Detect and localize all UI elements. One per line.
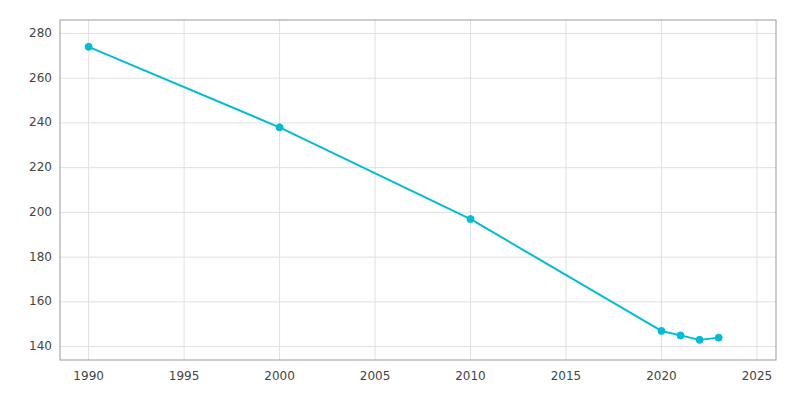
y-grid-line <box>60 78 776 79</box>
y-grid-line <box>60 212 776 213</box>
y-tick-label: 200 <box>29 205 52 219</box>
y-grid-line <box>60 257 776 258</box>
x-grid-line <box>565 20 566 360</box>
x-tick-label: 2025 <box>742 369 773 383</box>
point <box>658 327 665 334</box>
x-tick-label: 2010 <box>455 369 486 383</box>
x-grid-line <box>375 20 376 360</box>
x-grid-line <box>470 20 471 360</box>
x-tick-label: 1990 <box>73 369 104 383</box>
x-grid-line <box>184 20 185 360</box>
chart-svg: 140 160 180 200 220 240 260 280 1990 1995 2000 2005… <box>0 0 800 400</box>
grid <box>60 20 776 360</box>
x-tick-label: 2020 <box>646 369 677 383</box>
point <box>677 332 684 339</box>
y-tick-label: 280 <box>29 26 52 40</box>
y-grid-line <box>60 301 776 302</box>
point <box>85 43 92 50</box>
point <box>715 334 722 341</box>
tick-labels: 140 160 180 200 220 240 260 280 1990 1995 2000 2005… <box>29 26 772 383</box>
y-tick-label: 240 <box>29 115 52 129</box>
plot-frame <box>60 20 776 360</box>
y-grid-line <box>60 167 776 168</box>
point <box>696 336 703 343</box>
y-tick-label: 140 <box>29 339 52 353</box>
x-tick-label: 2000 <box>264 369 295 383</box>
x-tick-label: 2005 <box>360 369 391 383</box>
x-tick-label: 1995 <box>169 369 200 383</box>
y-tick-label: 160 <box>29 294 52 308</box>
x-grid-line <box>88 20 89 360</box>
chart-container: 140 160 180 200 220 240 260 280 1990 1995 2000 2005… <box>0 0 800 400</box>
x-tick-label: 2015 <box>551 369 582 383</box>
x-grid-line <box>661 20 662 360</box>
point <box>276 124 283 131</box>
y-tick-label: 260 <box>29 71 52 85</box>
y-grid-line <box>60 346 776 347</box>
y-grid-line <box>60 122 776 123</box>
y-grid-line <box>60 33 776 34</box>
x-grid-line <box>279 20 280 360</box>
x-grid-line <box>756 20 757 360</box>
y-tick-label: 180 <box>29 250 52 264</box>
series <box>85 43 722 343</box>
point <box>467 216 474 223</box>
y-tick-label: 220 <box>29 160 52 174</box>
line <box>89 47 719 340</box>
